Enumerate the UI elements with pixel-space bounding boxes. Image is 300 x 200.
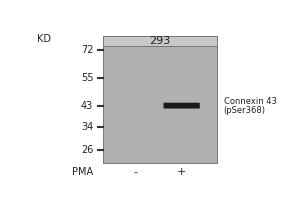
Text: (pSer368): (pSer368) [224,106,266,115]
Text: 34: 34 [81,122,93,132]
Text: +: + [177,167,186,177]
Text: Connexin 43: Connexin 43 [224,97,276,106]
Bar [103,36,217,163]
Text: 55: 55 [81,73,93,83]
Text: 72: 72 [81,45,93,55]
Bar [103,36,217,46]
Text: 43: 43 [81,101,93,111]
Text: 293: 293 [149,36,170,46]
Text: KD: KD [38,34,52,44]
Text: 26: 26 [81,145,93,155]
Text: PMA: PMA [72,167,93,177]
Text: -: - [133,167,137,177]
FancyBboxPatch shape [164,103,200,109]
